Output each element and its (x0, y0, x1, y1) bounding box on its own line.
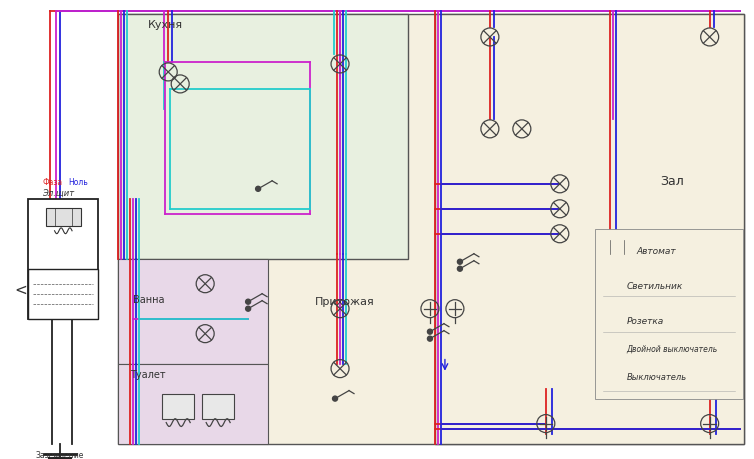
Bar (202, 394, 234, 419)
Text: Эл.щит: Эл.щит (42, 188, 75, 197)
Bar (118, 15, 408, 259)
Circle shape (246, 307, 250, 312)
Text: Ноль: Ноль (69, 178, 88, 186)
Circle shape (458, 267, 462, 272)
Circle shape (606, 347, 611, 352)
Bar (46, 208, 81, 226)
Text: Кухня: Кухня (149, 20, 183, 30)
Bar (595, 229, 743, 399)
Text: Заземление: Заземление (35, 449, 84, 459)
Text: Ванна: Ванна (133, 294, 164, 304)
Bar (29, 269, 98, 319)
Text: Розетка: Розетка (627, 316, 664, 325)
Bar (29, 199, 98, 319)
Text: Светильник: Светильник (627, 281, 683, 290)
Circle shape (333, 396, 338, 401)
Text: Прихожая: Прихожая (315, 296, 375, 306)
Bar (118, 259, 268, 364)
Circle shape (428, 330, 433, 335)
Circle shape (606, 339, 611, 344)
Circle shape (458, 260, 462, 265)
Bar (118, 364, 268, 443)
Text: Фаза: Фаза (42, 178, 63, 186)
Text: Двойной выключатель: Двойной выключатель (627, 344, 718, 353)
Circle shape (246, 300, 250, 304)
Bar (602, 240, 631, 254)
Bar (162, 394, 195, 419)
Text: Туалет: Туалет (130, 369, 166, 379)
Text: Выключатель: Выключатель (627, 372, 687, 381)
Circle shape (256, 187, 261, 192)
Text: Зал: Зал (660, 174, 683, 187)
Bar (435, 15, 743, 443)
Text: <: < (14, 282, 27, 297)
Circle shape (606, 374, 611, 379)
Circle shape (428, 336, 433, 341)
Bar (118, 15, 743, 443)
Text: Автомат: Автомат (636, 246, 676, 255)
